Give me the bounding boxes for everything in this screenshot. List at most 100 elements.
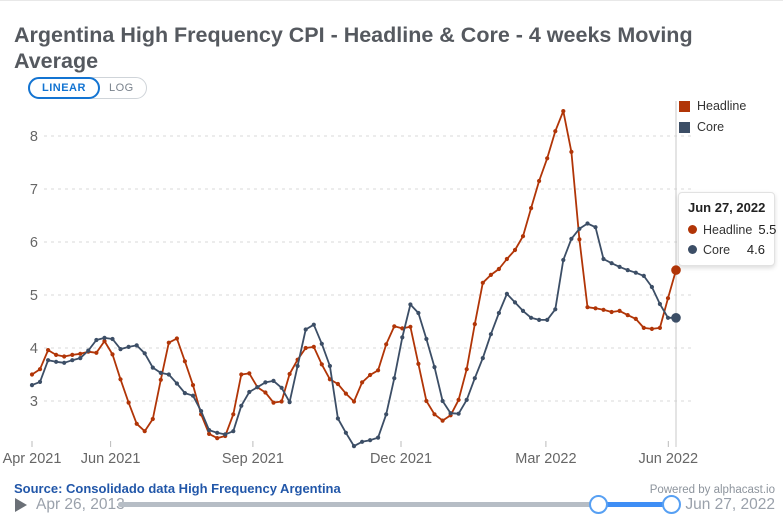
data-point-core xyxy=(199,409,204,414)
timeline-selected-range xyxy=(599,502,672,507)
data-point-core xyxy=(311,322,316,327)
data-point-core xyxy=(118,347,123,352)
data-point-core xyxy=(585,221,590,226)
data-point-core xyxy=(70,358,75,363)
data-point-headline xyxy=(279,399,284,404)
tooltip-row-headline: Headline 5.5 xyxy=(688,222,776,237)
scale-toggle[interactable]: LINEAR LOG xyxy=(28,77,147,99)
data-point-core xyxy=(424,336,429,342)
timeline-end-label: Jun 27, 2022 xyxy=(685,496,775,513)
data-point-core xyxy=(158,370,163,375)
data-point-headline xyxy=(351,399,357,404)
data-point-core xyxy=(263,380,268,385)
data-point-core xyxy=(617,264,622,269)
data-point-core xyxy=(553,307,558,312)
y-axis-tick-label: 8 xyxy=(30,129,38,145)
data-point-core xyxy=(255,385,260,390)
data-point-core xyxy=(529,315,534,320)
y-axis-tick-label: 7 xyxy=(30,182,38,198)
data-point-core xyxy=(247,389,252,395)
legend-item-core[interactable]: Core xyxy=(679,120,746,134)
linear-button[interactable]: LINEAR xyxy=(28,77,100,99)
data-point-core xyxy=(593,225,598,230)
data-point-headline xyxy=(456,397,461,402)
data-point-headline xyxy=(319,362,324,367)
data-point-core xyxy=(319,341,324,346)
series-line-core xyxy=(31,222,677,448)
data-point-headline xyxy=(142,429,147,434)
data-point-headline xyxy=(303,345,308,351)
data-point-core xyxy=(142,351,147,356)
data-point-headline xyxy=(392,324,397,329)
data-point-headline xyxy=(118,377,123,382)
y-axis-tick-label: 4 xyxy=(30,341,38,357)
data-point-headline xyxy=(649,326,655,331)
data-point-headline xyxy=(577,237,582,242)
powered-by-link[interactable]: Powered by alphacast.io xyxy=(649,484,775,496)
data-point-headline xyxy=(440,418,445,423)
data-point-headline xyxy=(174,336,179,341)
data-point-headline xyxy=(182,359,187,364)
data-point-core xyxy=(102,335,107,340)
data-point-core xyxy=(472,376,477,381)
data-point-headline xyxy=(110,352,115,357)
data-point-core xyxy=(134,343,139,348)
play-icon[interactable] xyxy=(15,498,27,512)
data-point-headline xyxy=(247,371,252,376)
data-point-headline xyxy=(150,416,155,422)
data-point-headline xyxy=(657,325,663,330)
data-point-core xyxy=(62,360,67,365)
data-point-core xyxy=(496,310,501,316)
data-point-headline xyxy=(408,324,413,329)
data-point-headline xyxy=(134,421,139,426)
data-point-core xyxy=(360,439,365,444)
tooltip-label: Core xyxy=(703,242,731,257)
data-point-core xyxy=(279,385,284,390)
data-point-core xyxy=(512,300,518,305)
y-axis-tick-label: 3 xyxy=(30,394,38,410)
x-axis-tick-label: Mar 2022 xyxy=(515,451,576,467)
data-point-core xyxy=(384,412,389,417)
data-point-core xyxy=(239,403,244,408)
data-point-headline xyxy=(671,265,681,275)
timeline-start-handle[interactable] xyxy=(589,495,608,514)
timeline-slider[interactable] xyxy=(118,495,681,514)
headline-swatch-icon xyxy=(679,100,690,112)
data-point-core xyxy=(432,365,437,370)
core-dot-icon xyxy=(688,245,697,254)
data-point-headline xyxy=(504,256,509,262)
data-point-headline xyxy=(311,344,316,349)
data-point-headline xyxy=(62,354,67,359)
data-point-core xyxy=(464,397,469,402)
data-point-core xyxy=(400,335,405,340)
data-point-core xyxy=(303,327,308,332)
data-point-core xyxy=(182,391,187,396)
data-point-headline xyxy=(617,308,622,313)
data-point-headline xyxy=(633,316,638,321)
timeline-end-handle[interactable] xyxy=(662,495,681,514)
data-point-core xyxy=(456,411,461,416)
data-point-core xyxy=(392,376,397,381)
data-point-core xyxy=(327,363,332,369)
tooltip-value: 4.6 xyxy=(746,242,765,257)
legend-item-headline[interactable]: Headline xyxy=(679,99,746,113)
core-swatch-icon xyxy=(679,121,690,133)
data-point-headline xyxy=(368,372,373,378)
data-point-core xyxy=(271,378,276,383)
data-point-headline xyxy=(287,371,292,377)
data-point-core xyxy=(110,336,115,342)
x-axis-tick-label: Sep 2021 xyxy=(222,451,284,467)
log-button[interactable]: LOG xyxy=(108,82,134,94)
data-point-core xyxy=(657,301,663,307)
data-point-headline xyxy=(424,398,429,404)
source-link[interactable]: Source: Consolidado data High Frequency … xyxy=(14,481,341,496)
legend-label: Core xyxy=(697,120,725,134)
series-line-headline xyxy=(31,110,677,440)
page-title: Argentina High Frequency CPI - Headline … xyxy=(14,23,693,73)
data-point-headline xyxy=(384,342,389,347)
data-point-core xyxy=(609,261,614,266)
data-point-core xyxy=(577,226,582,231)
x-axis-tick-label: Jun 2021 xyxy=(81,451,141,467)
data-point-headline xyxy=(37,367,43,372)
